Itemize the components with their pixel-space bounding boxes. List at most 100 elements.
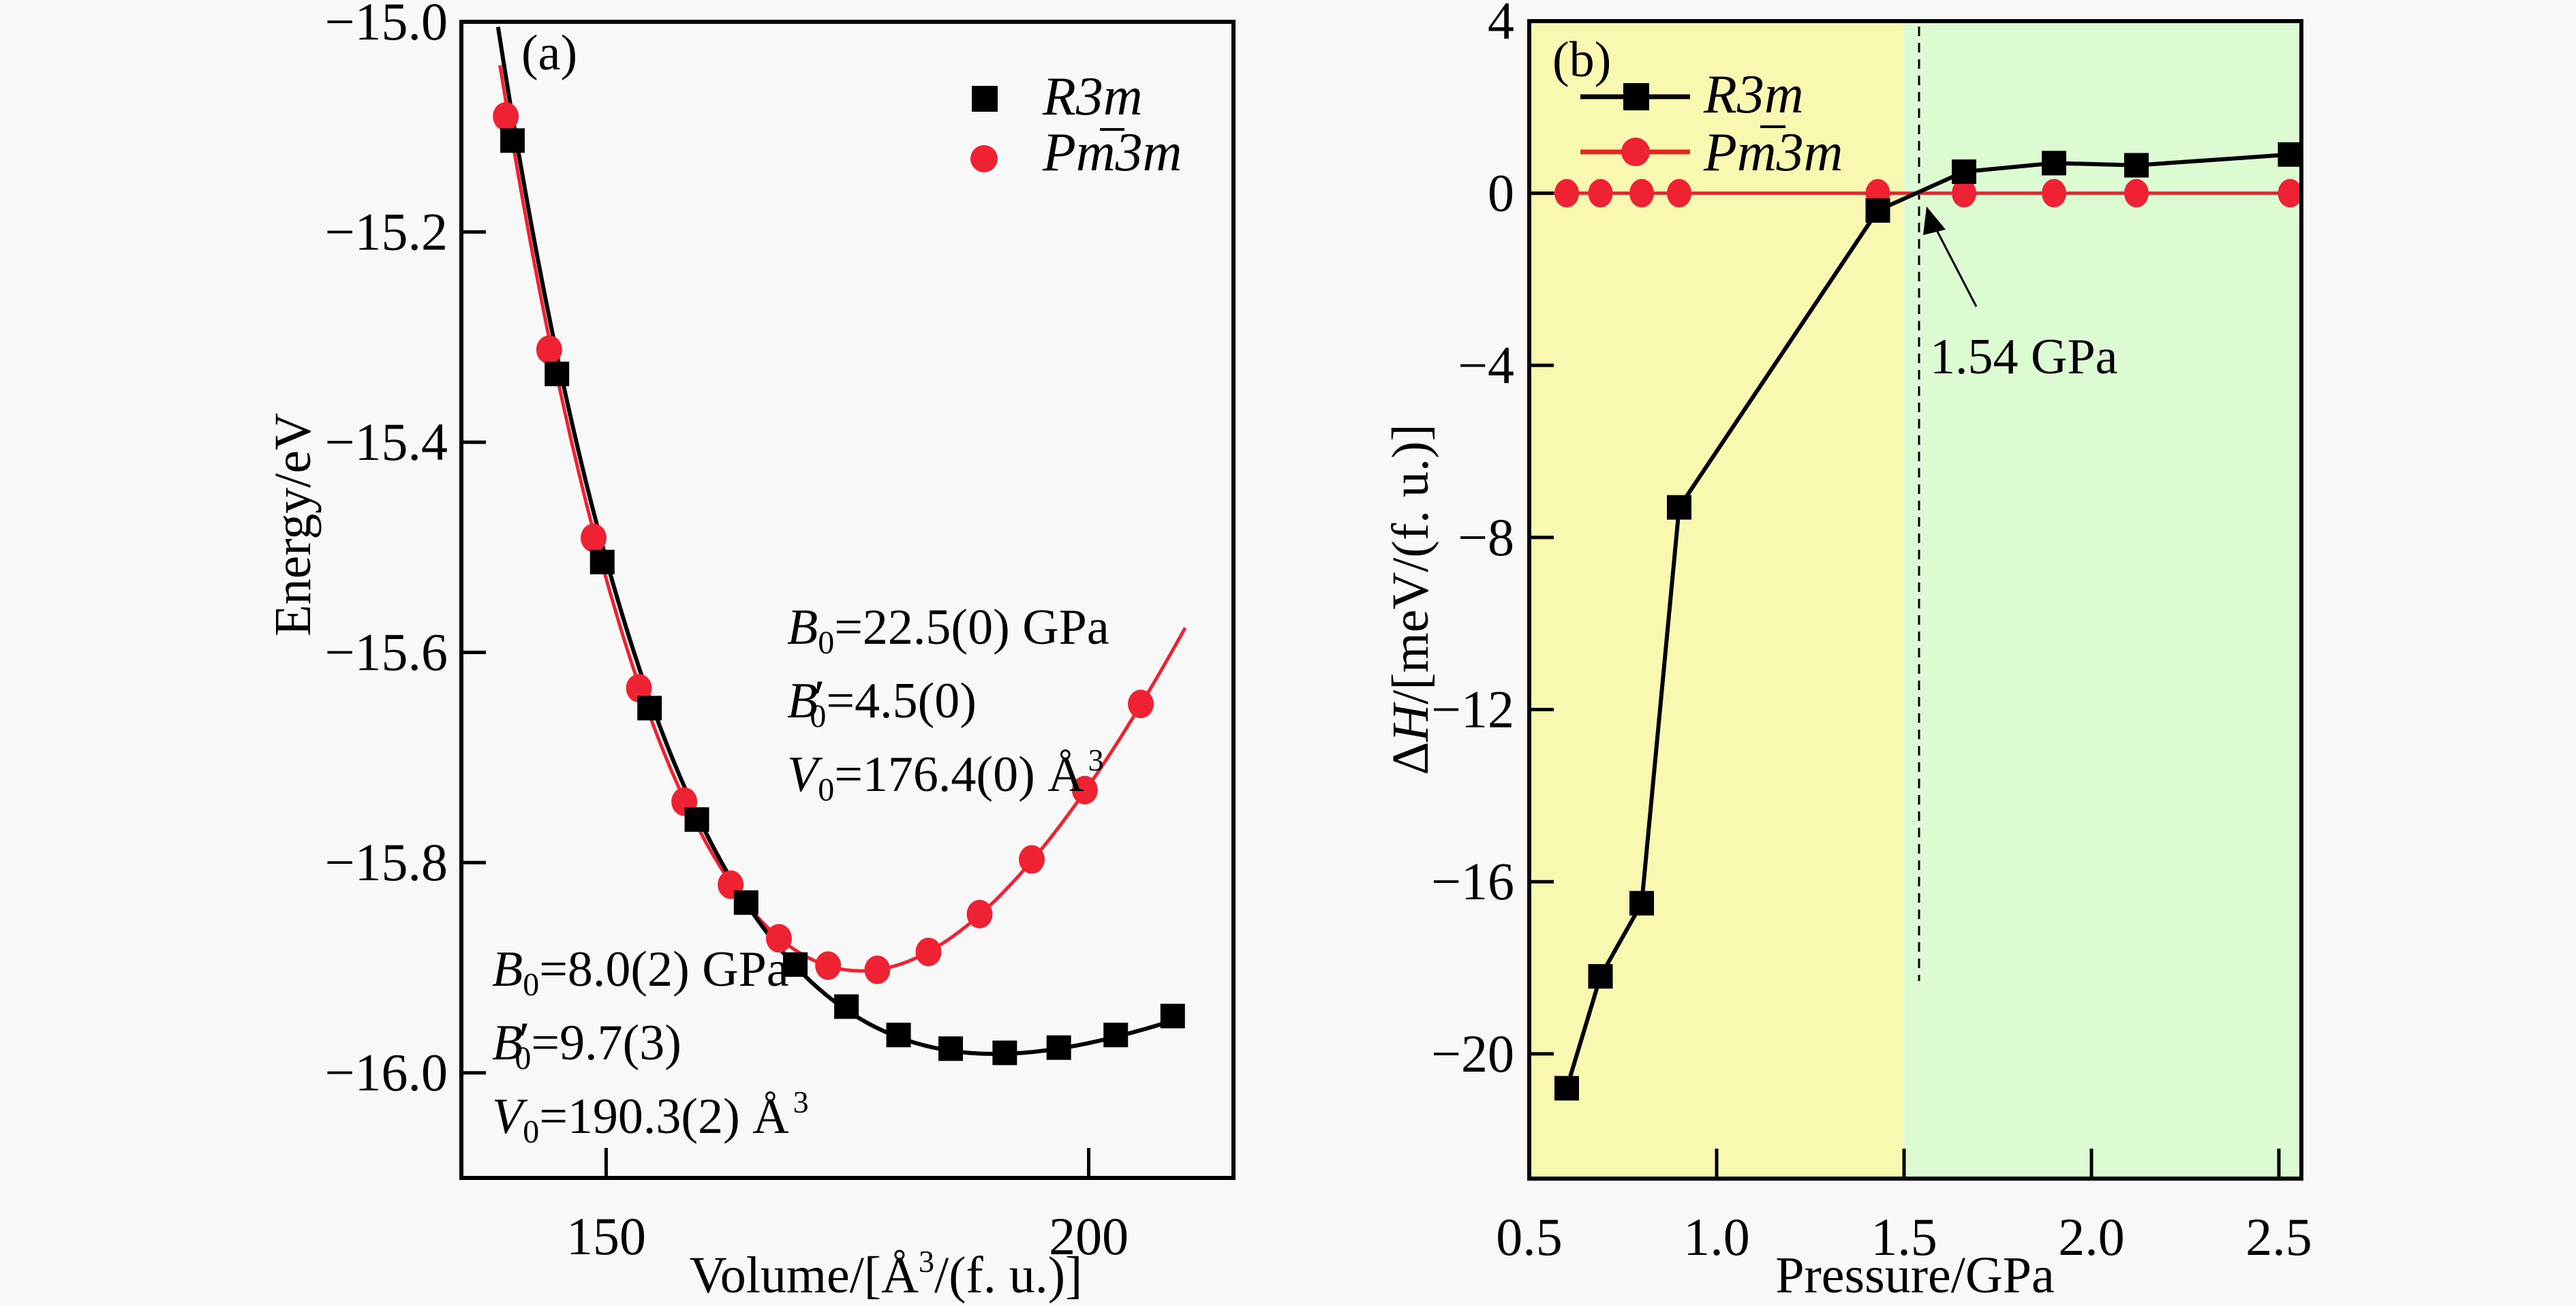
- legend-label-r3m: R3m: [1703, 65, 1804, 125]
- y-axis-title: Energy/eV: [264, 413, 322, 636]
- transition-arrow: [1923, 206, 1978, 307]
- parameter-symbol: V: [787, 747, 823, 803]
- data-point-r3m: [637, 696, 662, 721]
- data-point-r3m: [500, 128, 525, 153]
- parameter-subscript: 0: [818, 625, 834, 661]
- x-tick-label: 1.0: [1683, 1207, 1750, 1266]
- y-tick-label: 4: [1488, 0, 1514, 50]
- data-point-r3m: [545, 361, 570, 386]
- arrow-head: [1923, 206, 1946, 235]
- parameter-value: =9.7(3): [531, 1015, 681, 1071]
- arrow-shaft: [1935, 230, 1978, 307]
- transition-pressure-label: 1.54 GPa: [1930, 329, 2117, 385]
- data-point-r3m: [1588, 964, 1613, 989]
- fit-curve-pm3m: [498, 65, 1187, 973]
- y-tick-label: −15.8: [325, 833, 448, 892]
- parameter-symbol: B: [492, 1015, 523, 1071]
- legend: R3m Pm3m: [1580, 65, 1843, 183]
- parameter-value: =22.5(0) GPa: [834, 600, 1109, 655]
- y-tick-label: −16: [1431, 852, 1514, 911]
- parameter-subscript: 0: [523, 1114, 539, 1150]
- data-point-pm3m: [1629, 178, 1654, 208]
- y-tick-label: −15.0: [325, 0, 448, 51]
- data-point-r3m: [2278, 142, 2303, 167]
- x-tick-label: 0.5: [1496, 1207, 1563, 1266]
- x-tick-label: 200: [1049, 1207, 1129, 1266]
- data-point-pm3m: [493, 102, 519, 131]
- data-point-pm3m: [1554, 178, 1579, 208]
- data-point-pm3m: [2124, 178, 2149, 208]
- fit-parameter-line: B0=22.5(0) GPa: [787, 600, 1109, 661]
- data-point-pm3m: [815, 951, 842, 980]
- plot-frame: [459, 20, 1236, 1180]
- x-tick-label: 150: [566, 1207, 646, 1266]
- x-axis-title-sup: 3: [919, 1244, 934, 1279]
- y-tick-label: −12: [1431, 680, 1514, 739]
- legend-label-pm3m: Pm3m: [1042, 123, 1182, 183]
- fit-parameter-line: B′0=4.5(0): [787, 670, 977, 734]
- data-point-pm3m: [1128, 689, 1154, 719]
- data-points: [493, 102, 1185, 1066]
- parameter-subscript: 0: [818, 772, 834, 808]
- legend-label-pm3m: Pm3m: [1703, 123, 1843, 183]
- region-Pm-3m-stable: [1904, 21, 2301, 1179]
- legend-marker-circle: [1621, 138, 1650, 166]
- legend: R3m Pm3m: [970, 67, 1182, 183]
- data-point-pm3m: [2278, 178, 2303, 208]
- data-point-r3m: [733, 890, 758, 915]
- data-point-pm3m: [581, 523, 607, 553]
- prime-mark: ′: [519, 1012, 530, 1068]
- parameter-symbol: B: [492, 942, 523, 997]
- parameter-symbol: B: [787, 600, 818, 655]
- data-point-r3m: [1952, 159, 1976, 185]
- axis-ticks: −15.0 −15.2 −15.4 −15.6 −15.8 −16.0 150 200: [325, 0, 1129, 1266]
- data-point-r3m: [1865, 198, 1890, 223]
- data-point-pm3m: [915, 937, 942, 967]
- data-point-pm3m: [1588, 178, 1613, 208]
- x-axis-title-pre: Volume/[Å: [690, 1247, 919, 1304]
- y-tick-label: −15.2: [325, 202, 448, 262]
- panel-label: (b): [1552, 32, 1611, 88]
- fit-parameter-line: B′0=9.7(3): [492, 1012, 681, 1076]
- data-point-r3m: [2042, 151, 2066, 176]
- data-point-r3m: [992, 1040, 1017, 1066]
- parameter-symbol: B: [787, 673, 818, 729]
- parameter-subscript: 0: [515, 1040, 531, 1076]
- data-point-r3m: [1554, 1076, 1579, 1101]
- parameter-value: =176.4(0) Å: [834, 747, 1084, 803]
- data-point-pm3m: [864, 955, 891, 984]
- data-point-r3m: [783, 952, 808, 977]
- parameter-superscript: 3: [1088, 743, 1104, 777]
- y-axis-title-delta: Δ: [1382, 742, 1439, 775]
- data-point-pm3m: [536, 335, 562, 364]
- data-point-r3m: [684, 807, 709, 832]
- x-axis-title: Pressure/GPa: [1775, 1247, 2055, 1304]
- data-point-r3m: [589, 549, 615, 574]
- y-tick-label: −20: [1431, 1024, 1514, 1083]
- data-point-pm3m: [2042, 178, 2066, 208]
- legend-marker-square: [972, 86, 998, 112]
- parameter-value: =4.5(0): [826, 673, 977, 729]
- parameter-subscript: 0: [810, 698, 826, 734]
- data-point-r3m: [938, 1036, 964, 1061]
- y-tick-label: −8: [1458, 508, 1514, 567]
- data-point-pm3m: [1019, 845, 1045, 874]
- data-point-pm3m: [1952, 178, 1976, 208]
- data-point-pm3m: [765, 924, 792, 953]
- y-tick-label: −4: [1458, 335, 1514, 394]
- data-point-r3m: [834, 994, 859, 1019]
- y-axis-title-rest: /[meV/(f. u.)]: [1382, 424, 1439, 704]
- y-axis-title: ΔH/[meV/(f. u.)]: [1382, 424, 1439, 775]
- axis-ticks: 4 0 −4 −8 −12 −16 −20 0.5 1.0 1.5 2.0 2.5: [1431, 0, 2312, 1266]
- data-point-r3m: [1629, 890, 1654, 916]
- plot-frame: [1527, 19, 2303, 1181]
- x-axis-title-post: /(f. u.)]: [934, 1247, 1082, 1304]
- data-point-r3m: [1667, 495, 1691, 520]
- data-point-r3m: [2124, 153, 2149, 178]
- y-tick-label: −15.6: [325, 623, 448, 682]
- legend-marker-square: [1623, 83, 1649, 110]
- legend-label-r3m: R3m: [1042, 67, 1143, 127]
